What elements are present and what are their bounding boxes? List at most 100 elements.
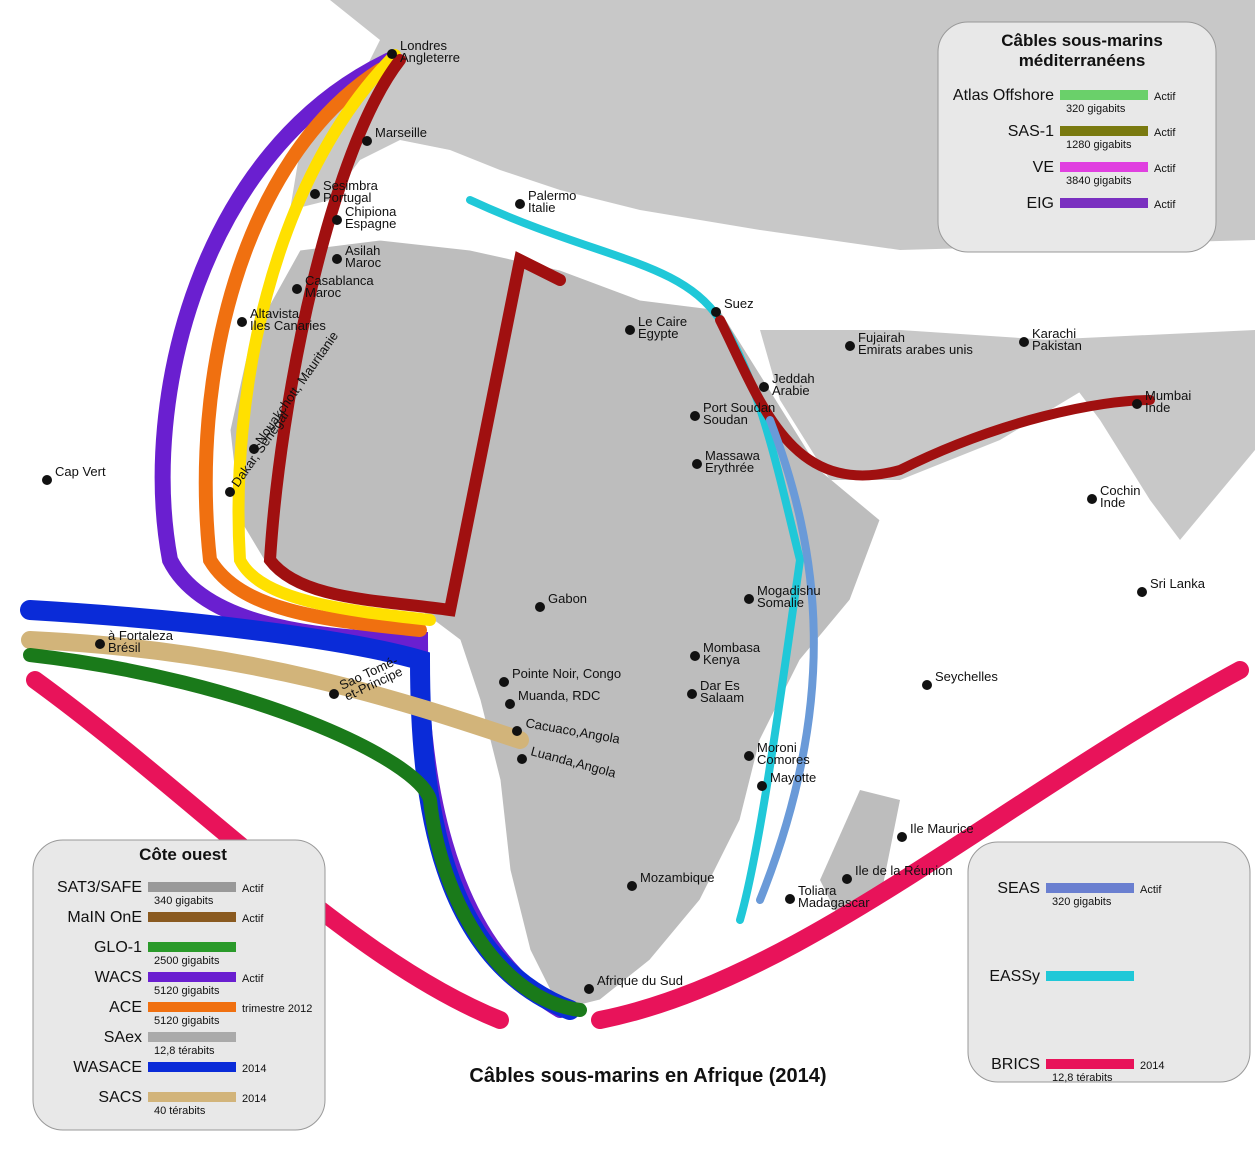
legend-swatch <box>148 1092 236 1102</box>
city-label: Afrique du Sud <box>597 973 683 988</box>
cable <box>23 648 587 1017</box>
city-label: Mogadishu <box>757 583 821 598</box>
legend-swatch <box>1060 90 1148 100</box>
city-label: Cochin <box>1100 483 1140 498</box>
city-label: Ile de la Réunion <box>855 863 953 878</box>
legend-capacity: 3840 gigabits <box>1066 175 1132 187</box>
city-label: Pointe Noir, Congo <box>512 666 621 681</box>
city-country: Pakistan <box>1032 338 1082 353</box>
legend-status: trimestre 2012 <box>242 1003 312 1015</box>
city-dot <box>897 832 907 842</box>
city-label: Sesimbra <box>323 178 379 193</box>
legend-status: 2014 <box>1140 1060 1164 1072</box>
city-dot <box>292 284 302 294</box>
legend-status: Actif <box>1154 91 1176 103</box>
city-country: Angleterre <box>400 50 460 65</box>
city-dot <box>95 639 105 649</box>
city-country: Espagne <box>345 216 396 231</box>
city-label: Karachi <box>1032 326 1076 341</box>
legend-name: SAT3/SAFE <box>57 879 142 896</box>
legend-name: MaIN OnE <box>67 909 142 926</box>
legend-swatch <box>1046 883 1134 893</box>
city-dot <box>1087 494 1097 504</box>
city-dot <box>1019 337 1029 347</box>
city-dot <box>687 689 697 699</box>
city-label: Gabon <box>548 591 587 606</box>
city-label: Toliara <box>798 883 837 898</box>
legend-name: SACS <box>98 1089 142 1106</box>
cable <box>198 63 427 637</box>
city-label: Jeddah <box>772 371 815 386</box>
city-dot <box>1137 587 1147 597</box>
city-dot <box>744 751 754 761</box>
legend-name: WASACE <box>73 1059 142 1076</box>
city-country: Arabie <box>772 383 810 398</box>
legend-name: BRICS <box>991 1056 1040 1073</box>
city-label: Asilah <box>345 243 380 258</box>
arabia <box>760 330 1100 480</box>
city-label: Fujairah <box>858 330 905 345</box>
city-dot <box>845 341 855 351</box>
legend-status: Actif <box>1140 884 1162 896</box>
city-label: Mumbai <box>1145 388 1191 403</box>
cable <box>466 196 805 924</box>
cable <box>232 49 436 626</box>
legend-name: SAex <box>104 1029 142 1046</box>
city-label: Dar Es <box>700 678 740 693</box>
city-dot <box>690 411 700 421</box>
city-label: Suez <box>724 296 754 311</box>
city-country: Inde <box>1100 495 1125 510</box>
city-dot <box>515 199 525 209</box>
legend-name: EIG <box>1026 195 1054 212</box>
city-label: Port Soudan <box>703 400 775 415</box>
city-country: Portugal <box>323 190 372 205</box>
city-dot <box>535 602 545 612</box>
city-dot <box>625 325 635 335</box>
legend-title: Côte ouest <box>139 845 227 864</box>
city-country: Maroc <box>305 285 342 300</box>
legend-status: 2014 <box>242 1063 266 1075</box>
city-dot <box>1132 399 1142 409</box>
legend-status: Actif <box>242 913 264 925</box>
legend-status: Actif <box>242 973 264 985</box>
legend-swatch <box>148 1062 236 1072</box>
legend-capacity: 320 gigabits <box>1066 103 1126 115</box>
legend-swatch <box>148 1002 236 1012</box>
legend-status: Actif <box>1154 199 1176 211</box>
legend-status: Actif <box>1154 163 1176 175</box>
legend-name: ACE <box>109 999 142 1016</box>
legend-swatch <box>148 972 236 982</box>
legend-east-box <box>967 841 1251 1083</box>
cable <box>756 416 818 904</box>
legend-name: WACS <box>95 969 142 986</box>
legend-name: SEAS <box>997 880 1040 897</box>
legend-swatch <box>1060 126 1148 136</box>
legend-swatch <box>148 912 236 922</box>
city-dot <box>785 894 795 904</box>
city-label: Altavista <box>250 306 300 321</box>
city-country: Madagascar <box>798 895 870 910</box>
legend-name: EASSy <box>989 968 1040 985</box>
legend-swatch <box>148 942 236 952</box>
legend-capacity: 12,8 térabits <box>154 1045 215 1057</box>
city-dot <box>387 49 397 59</box>
city-country: Inde <box>1145 400 1170 415</box>
india <box>1040 330 1255 540</box>
city-label: Ile Maurice <box>910 821 974 836</box>
city-dot <box>627 881 637 891</box>
city-dot <box>517 754 527 764</box>
city-dot <box>711 307 721 317</box>
city-dot <box>310 189 320 199</box>
legend-capacity: 5120 gigabits <box>154 985 220 997</box>
city-dot <box>329 689 339 699</box>
city-country: Italie <box>528 200 555 215</box>
city-label: Massawa <box>705 448 761 463</box>
legend-capacity: 40 térabits <box>154 1105 206 1117</box>
city-dot <box>225 487 235 497</box>
legend-west-box <box>32 839 326 1131</box>
city-label: à Fortaleza <box>108 628 174 643</box>
city-dot <box>362 136 372 146</box>
city-dot <box>499 677 509 687</box>
city-country: Salaam <box>700 690 744 705</box>
